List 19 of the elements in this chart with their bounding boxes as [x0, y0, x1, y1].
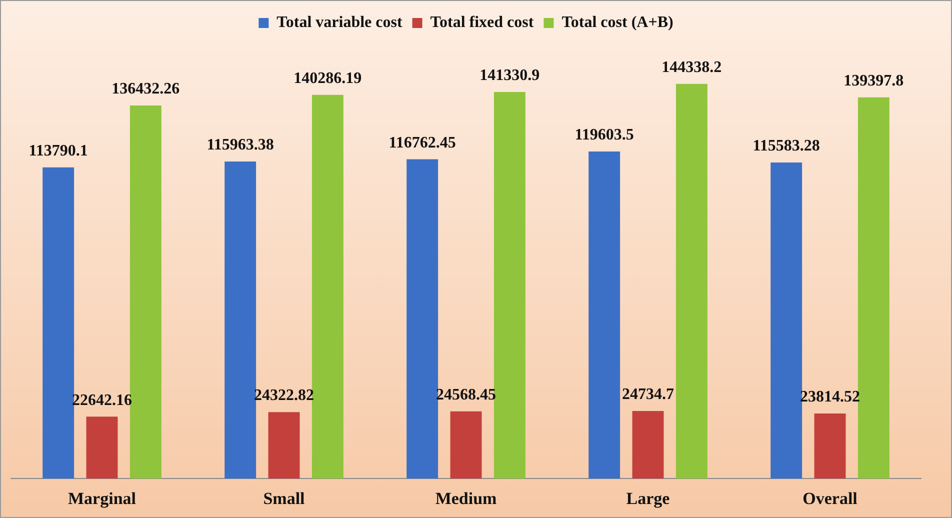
data-label: 115963.38: [206, 136, 274, 154]
data-label: 136432.26: [112, 80, 180, 98]
data-label: 144338.2: [662, 58, 722, 76]
legend-label: Total variable cost: [276, 14, 403, 32]
data-label: 113790.1: [28, 142, 88, 160]
x-tick-label: Small: [263, 489, 306, 508]
data-label: 24734.7: [622, 386, 674, 404]
data-label: 119603.5: [574, 126, 634, 144]
legend-label: Total fixed cost: [430, 14, 534, 32]
data-label: 140286.19: [294, 70, 362, 88]
data-label: 115583.28: [752, 138, 820, 155]
x-tick-label: Marginal: [68, 489, 136, 508]
data-label: 141330.9: [480, 67, 540, 84]
x-tick-label: Overall: [802, 489, 858, 508]
data-label: 139397.8: [844, 72, 904, 90]
x-tick-label: Large: [626, 489, 670, 508]
data-label: 116762.45: [388, 134, 456, 152]
legend-label: Total cost (A+B): [562, 14, 674, 32]
x-tick-label: Medium: [435, 489, 497, 508]
